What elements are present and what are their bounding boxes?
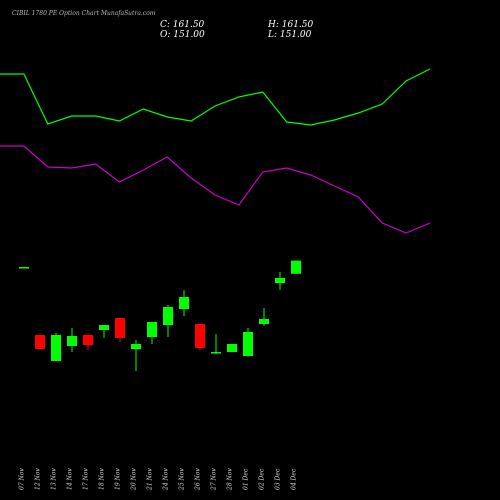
candle-body (227, 344, 237, 352)
candle-body (195, 324, 205, 348)
x-tick-label: 27 Nov (211, 468, 218, 491)
header-open: O: 151.00 (160, 30, 205, 40)
candle-body (99, 325, 109, 330)
x-tick-label: 07 Nov (19, 468, 26, 490)
x-tick-label: 24 Nov (163, 468, 170, 491)
x-tick-label: 03 Dec (275, 468, 282, 490)
x-tick-label: 02 Dec (259, 468, 266, 490)
x-tick-label: 28 Nov (227, 468, 234, 491)
header-low: L: 151.00 (267, 30, 312, 40)
candle-body (291, 260, 301, 274)
header-close: C: 161.50 (160, 20, 205, 30)
indicator-line (0, 145, 431, 234)
candle-body (259, 319, 269, 324)
candle-body (83, 335, 93, 345)
candle-body (51, 335, 61, 361)
x-tick-label: 01 Dec (243, 468, 250, 490)
candle-body (115, 318, 125, 338)
candle-body (35, 335, 45, 349)
candle-body (243, 332, 253, 356)
candle-body (275, 278, 285, 283)
candle-body (163, 307, 173, 325)
x-tick-label: 04 Dec (291, 468, 298, 490)
x-tick-label: 20 Nov (131, 468, 138, 491)
chart-title: CIBIL 1780 PE Option Chart MunafaSutra.c… (12, 10, 156, 17)
indicator-line (0, 68, 431, 126)
header-high: H: 161.50 (267, 20, 314, 30)
candle-body (179, 297, 189, 309)
x-tick-label: 17 Nov (83, 468, 90, 490)
candle-body (211, 352, 221, 354)
candle-body (131, 344, 141, 349)
x-tick-label: 19 Nov (115, 468, 122, 490)
x-tick-label: 14 Nov (67, 468, 74, 490)
x-tick-label: 26 Nov (195, 468, 202, 491)
x-tick-label: 21 Nov (147, 468, 154, 491)
candle-body (67, 336, 77, 346)
x-tick-label: 18 Nov (99, 468, 106, 490)
x-tick-label: 13 Nov (51, 468, 58, 490)
x-tick-label: 25 Nov (179, 468, 186, 491)
candle-body (147, 322, 157, 337)
candle-body (19, 267, 29, 269)
x-tick-label: 12 Nov (35, 468, 42, 490)
